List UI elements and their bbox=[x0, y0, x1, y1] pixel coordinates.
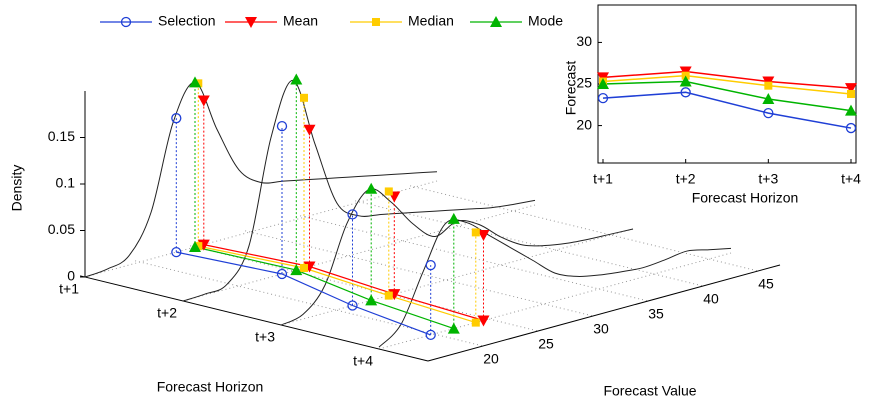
marker bbox=[597, 78, 609, 89]
inset-line bbox=[602, 91, 852, 129]
marker bbox=[171, 246, 182, 258]
marker bbox=[490, 16, 502, 27]
axis-line bbox=[427, 264, 781, 362]
inset-x-tick-label: t+2 bbox=[676, 171, 696, 187]
marker bbox=[189, 76, 201, 88]
grid-line bbox=[84, 180, 438, 278]
marker bbox=[171, 113, 182, 124]
x-tick-label: 25 bbox=[538, 336, 554, 352]
marker bbox=[290, 73, 303, 85]
grid-line bbox=[354, 200, 704, 287]
inset-x-tick-label: t+4 bbox=[841, 171, 861, 187]
marker bbox=[194, 242, 203, 251]
inset-background bbox=[597, 4, 857, 164]
grid-line bbox=[182, 204, 536, 302]
density-curve bbox=[182, 79, 536, 302]
legend-label: Selection bbox=[158, 13, 216, 29]
marker bbox=[372, 18, 380, 26]
marker bbox=[477, 229, 490, 241]
y-tick-label: t+3 bbox=[255, 329, 275, 345]
legend-label: Mean bbox=[283, 13, 318, 29]
y-tick-label: t+1 bbox=[59, 281, 79, 297]
x-tick-label: 45 bbox=[758, 276, 774, 292]
marker bbox=[471, 318, 480, 327]
marker bbox=[189, 241, 201, 252]
y-tick-label: t+2 bbox=[157, 305, 177, 321]
z-tick-label: 0 bbox=[67, 268, 75, 284]
series-line bbox=[194, 246, 454, 330]
y-tick-label: t+4 bbox=[353, 353, 373, 369]
inset-y-tick-label: 30 bbox=[576, 33, 592, 49]
marker bbox=[447, 212, 460, 224]
inset-y-axis-title: Forecast bbox=[563, 61, 579, 116]
marker bbox=[347, 209, 358, 220]
marker bbox=[365, 294, 378, 306]
density-curve bbox=[84, 81, 438, 278]
density-curve bbox=[378, 219, 732, 348]
marker bbox=[447, 322, 460, 334]
x-axis-title: Forecast Value bbox=[603, 383, 696, 399]
z-tick-label: 0.15 bbox=[48, 128, 75, 144]
marker bbox=[477, 315, 490, 327]
z-tick-label: 0.05 bbox=[48, 221, 75, 237]
series-line bbox=[176, 251, 431, 336]
axis-line bbox=[79, 275, 429, 362]
marker bbox=[471, 228, 480, 237]
series-line bbox=[203, 244, 484, 322]
x-tick-label: 30 bbox=[593, 321, 609, 337]
inset-line bbox=[602, 80, 852, 112]
inset-y-tick-label: 20 bbox=[576, 116, 592, 132]
inset-x-tick-label: t+3 bbox=[758, 171, 778, 187]
z-tick-label: 0.1 bbox=[56, 175, 76, 191]
marker bbox=[276, 268, 288, 280]
marker bbox=[764, 81, 773, 90]
x-tick-label: 20 bbox=[483, 351, 499, 367]
marker bbox=[276, 120, 288, 132]
y-axis-title: Forecast Horizon bbox=[157, 379, 264, 395]
inset-y-tick-label: 25 bbox=[576, 75, 592, 91]
marker bbox=[384, 187, 393, 196]
marker bbox=[597, 92, 609, 104]
marker bbox=[384, 291, 393, 300]
x-tick-label: 35 bbox=[648, 306, 664, 322]
marker bbox=[300, 93, 308, 102]
marker bbox=[762, 92, 775, 104]
series-line bbox=[198, 245, 476, 324]
inset-line bbox=[602, 74, 852, 95]
grid-line bbox=[378, 252, 732, 350]
z-axis-title: Density bbox=[9, 165, 25, 212]
marker bbox=[303, 124, 316, 136]
marker bbox=[365, 182, 378, 194]
marker bbox=[425, 329, 436, 341]
marker bbox=[347, 300, 358, 311]
marker bbox=[680, 87, 691, 98]
marker bbox=[845, 83, 857, 95]
inset-x-tick-label: t+1 bbox=[593, 171, 613, 187]
inset-x-axis-title: Forecast Horizon bbox=[692, 190, 799, 206]
marker bbox=[845, 122, 857, 134]
marker bbox=[197, 95, 210, 107]
grid-line bbox=[280, 228, 634, 326]
inset-line bbox=[602, 70, 852, 89]
marker bbox=[679, 75, 692, 87]
marker bbox=[847, 89, 855, 98]
marker bbox=[845, 104, 857, 116]
marker bbox=[290, 264, 303, 276]
marker bbox=[245, 17, 257, 28]
marker bbox=[300, 264, 308, 272]
legend-label: Median bbox=[408, 13, 454, 29]
density-curve bbox=[280, 188, 634, 326]
x-tick-label: 40 bbox=[703, 291, 719, 307]
marker bbox=[763, 107, 774, 119]
marker bbox=[120, 16, 132, 28]
legend-label: Mode bbox=[528, 13, 563, 29]
marker bbox=[425, 259, 436, 271]
